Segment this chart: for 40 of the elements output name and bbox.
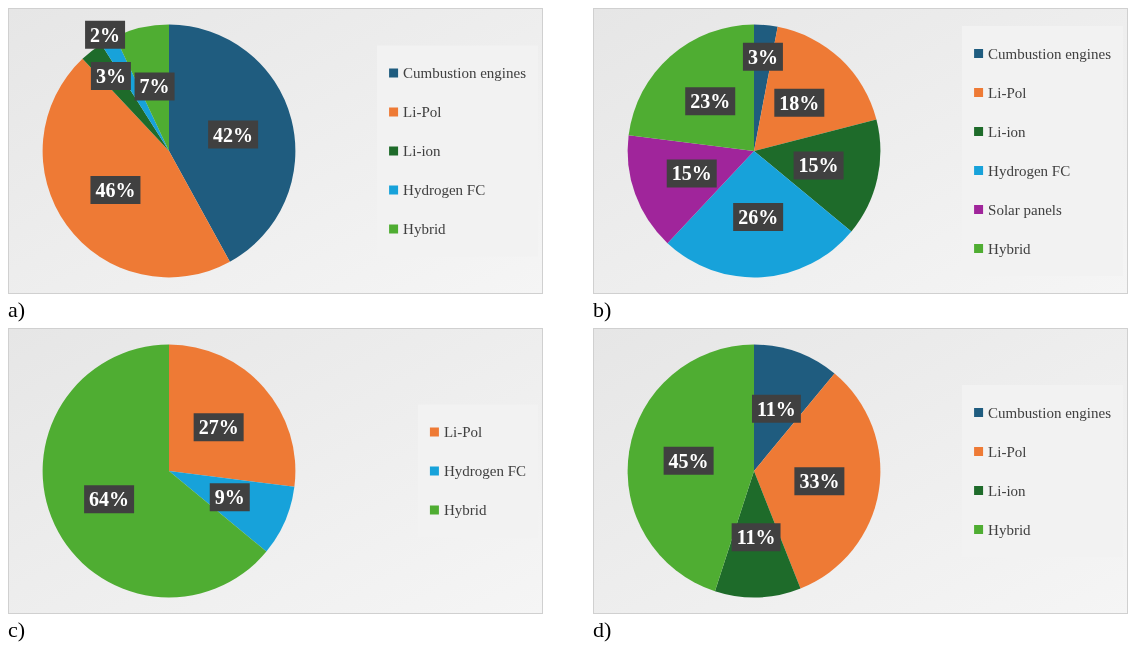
data-label: 3% [747, 45, 778, 68]
data-label: 64% [89, 488, 130, 511]
data-label: 45% [668, 449, 709, 472]
legend-label: Li-ion [988, 482, 1027, 499]
data-label: 18% [779, 91, 820, 114]
data-label: 42% [213, 123, 254, 146]
data-label: 11% [756, 397, 796, 420]
data-label: 27% [198, 416, 239, 439]
data-label: 11% [736, 526, 776, 549]
data-label: 23% [690, 90, 731, 113]
data-label: 15% [671, 162, 712, 185]
data-label: 46% [95, 178, 136, 201]
legend-label: Li-Pol [403, 104, 442, 120]
legend-label: Li-Pol [443, 424, 483, 440]
text: a) [8, 296, 27, 324]
legend-label: Hybrid [988, 240, 1032, 257]
legend-label: Cumbustion engines [988, 45, 1112, 62]
legend-label: Hybrid [988, 521, 1032, 538]
legend-label: Li-Pol [988, 443, 1027, 460]
data-label: 2% [90, 23, 121, 46]
legend-label: Li-Pol [988, 84, 1027, 101]
legend-label: Hydrogen FC [403, 182, 486, 198]
data-label: 3% [95, 65, 126, 88]
legend-label: Solar panels [988, 201, 1062, 218]
legend-label: Hybrid [443, 502, 487, 518]
legend-label: Cumbustion engines [403, 65, 527, 81]
data-label: 26% [738, 206, 779, 229]
legend-label: Hydrogen FC [988, 162, 1071, 179]
legend-label: Cumbustion engines [988, 404, 1112, 421]
data-label: 7% [139, 75, 170, 98]
data-label: 15% [798, 154, 839, 177]
legend-label: Li-ion [988, 123, 1027, 140]
legend-label: Li-ion [403, 143, 442, 159]
legend-label: Hybrid [403, 221, 447, 237]
text: c) [8, 616, 27, 644]
text: b) [593, 296, 613, 324]
text: d) [593, 616, 613, 644]
data-label: 33% [799, 470, 840, 493]
data-label: 9% [214, 486, 245, 509]
legend-label: Hydrogen FC [443, 463, 527, 479]
